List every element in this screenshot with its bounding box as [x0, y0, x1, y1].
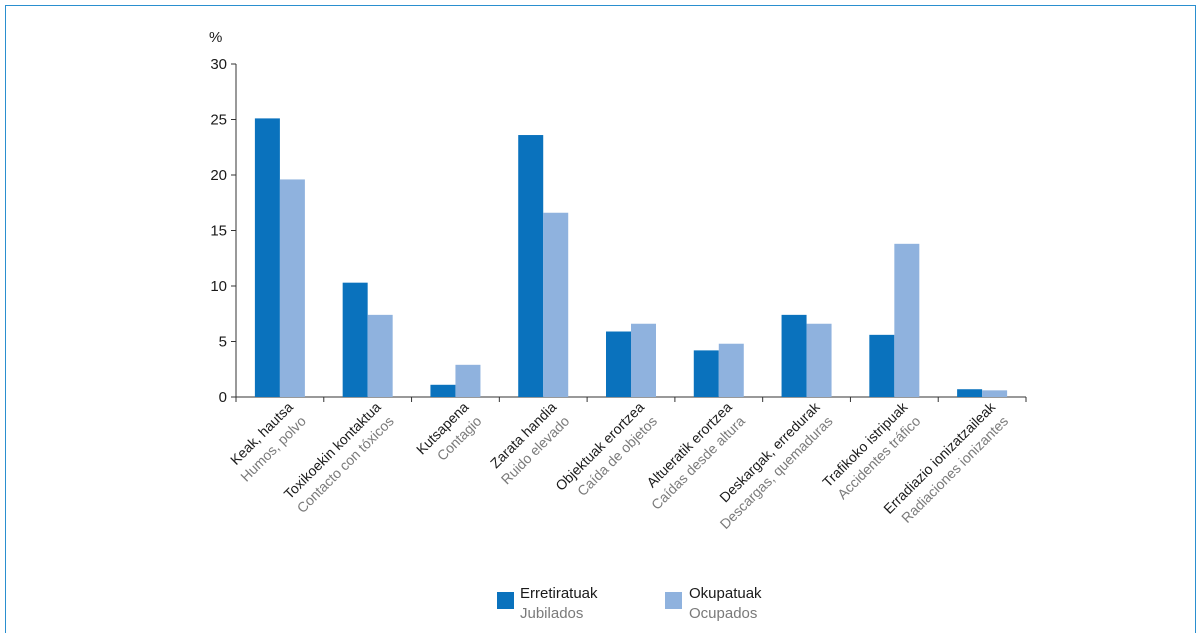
bar-okupatuak-8	[982, 390, 1008, 397]
legend: Erretiratuak Jubilados Okupatuak Ocupado…	[497, 585, 762, 622]
bar-erretiratuak-6	[781, 314, 807, 397]
y-axis-label: %	[209, 29, 222, 46]
bar-erretiratuak-7	[869, 334, 895, 397]
bars	[254, 118, 1008, 398]
bar-okupatuak-1	[367, 314, 393, 397]
bar-okupatuak-4	[631, 323, 656, 397]
chart-frame	[5, 5, 1196, 633]
bar-erretiratuak-5	[693, 350, 719, 397]
legend-label-erretiratuak: Erretiratuak	[520, 585, 598, 602]
bar-erretiratuak-4	[606, 331, 631, 397]
y-tick-label: 0	[219, 389, 227, 406]
bar-okupatuak-0	[279, 179, 305, 397]
bar-okupatuak-2	[455, 364, 481, 397]
y-tick-label: 25	[210, 112, 227, 129]
y-tick-label: 15	[210, 223, 227, 240]
y-tick-label: 5	[219, 334, 227, 351]
y-tick-label: 20	[210, 167, 227, 184]
bar-okupatuak-6	[806, 323, 832, 397]
legend-swatch-erretiratuak	[497, 592, 514, 609]
legend-label-ocupados: Ocupados	[689, 605, 757, 622]
bar-erretiratuak-8	[957, 389, 983, 397]
bar-erretiratuak-2	[430, 384, 456, 397]
y-tick-label: 10	[210, 278, 227, 295]
legend-label-jubilados: Jubilados	[520, 605, 583, 622]
bar-erretiratuak-0	[254, 118, 280, 397]
legend-swatch-okupatuak	[665, 592, 682, 609]
bar-okupatuak-5	[718, 343, 744, 397]
bar-okupatuak-3	[543, 212, 569, 397]
bar-okupatuak-7	[894, 243, 920, 397]
bar-erretiratuak-1	[342, 282, 368, 397]
legend-label-okupatuak: Okupatuak	[689, 585, 762, 602]
bar-erretiratuak-3	[518, 135, 544, 398]
y-tick-label: 30	[210, 56, 227, 73]
